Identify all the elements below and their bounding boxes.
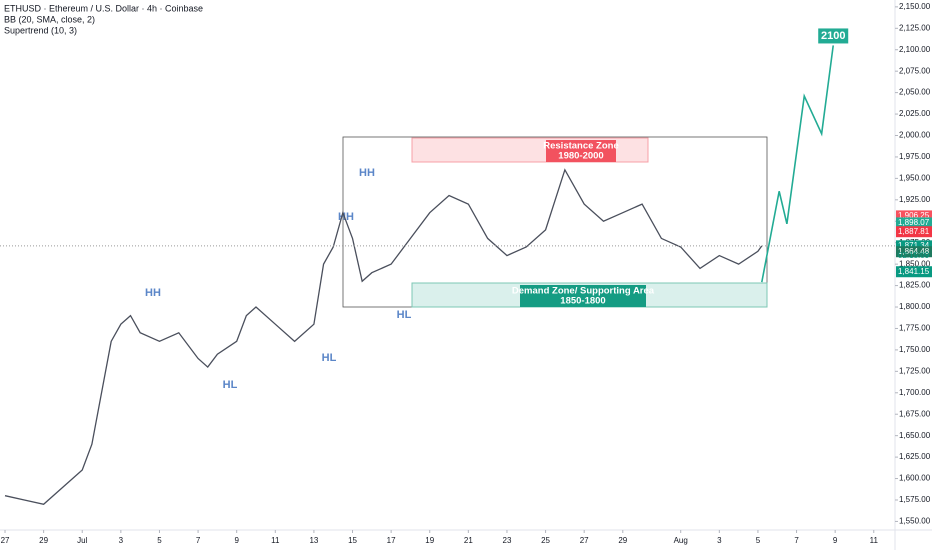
y-tick-label: 1,625.00 <box>899 452 931 461</box>
countdown: 02:15:09 <box>898 251 930 260</box>
price-label: 1,906.25 <box>898 211 930 220</box>
x-tick-label: 5 <box>157 536 162 545</box>
demand-range: 1850-1800 <box>560 296 605 307</box>
y-tick-label: 1,600.00 <box>899 474 931 483</box>
chart-title: ETHUSD · Ethereum / U.S. Dollar · 4h · C… <box>4 3 203 13</box>
y-tick-label: 2,050.00 <box>899 88 931 97</box>
y-tick-label: 1,575.00 <box>899 495 931 504</box>
x-tick-label: 7 <box>794 536 799 545</box>
y-tick-label: 1,550.00 <box>899 517 931 526</box>
annotation: HH <box>359 167 375 179</box>
price-label-box <box>896 217 932 229</box>
y-tick-label: 1,825.00 <box>899 281 931 290</box>
price-label: 1,898.07 <box>898 218 930 227</box>
price-line <box>4 168 763 505</box>
y-tick-label: 2,075.00 <box>899 66 931 75</box>
y-tick-label: 1,675.00 <box>899 409 931 418</box>
projection-line <box>761 45 835 283</box>
y-tick-label: 2,125.00 <box>899 23 931 32</box>
price-label: 1,841.15 <box>898 267 930 276</box>
price-label-box <box>896 240 932 252</box>
projection-label-box <box>818 28 849 44</box>
x-tick-label: 9 <box>833 536 838 545</box>
x-tick-label: 17 <box>387 536 396 545</box>
x-tick-label: Aug <box>674 536 688 545</box>
y-tick-label: 1,975.00 <box>899 152 931 161</box>
x-tick-label: 7 <box>196 536 201 545</box>
x-tick-label: 25 <box>541 536 550 545</box>
resistance-title: Resistance Zone <box>543 141 619 152</box>
y-tick-label: 1,700.00 <box>899 388 931 397</box>
x-tick-label: Jul <box>77 536 87 545</box>
y-tick-label: 1,725.00 <box>899 366 931 375</box>
x-tick-label: 9 <box>234 536 239 545</box>
annotation: HH <box>145 287 161 299</box>
x-tick-label: 3 <box>717 536 722 545</box>
x-tick-label: 19 <box>425 536 434 545</box>
y-tick-label: 2,025.00 <box>899 109 931 118</box>
y-tick-label: 1,950.00 <box>899 173 931 182</box>
x-tick-label: 11 <box>271 536 280 545</box>
x-tick-label: 23 <box>503 536 512 545</box>
demand-label-box <box>520 285 646 307</box>
indicator: BB (20, SMA, close, 2) <box>4 14 95 24</box>
y-tick-label: 1,750.00 <box>899 345 931 354</box>
annotation: HL <box>397 309 412 321</box>
indicator: Supertrend (10, 3) <box>4 25 77 35</box>
y-tick-label: 2,150.00 <box>899 2 931 11</box>
y-tick-label: 2,100.00 <box>899 45 931 54</box>
x-tick-label: 13 <box>309 536 318 545</box>
x-tick-label: 3 <box>119 536 124 545</box>
zones <box>342 136 768 308</box>
x-tick-label: 21 <box>464 536 473 545</box>
annotation: HL <box>223 379 238 391</box>
price-label: 1,871.34 <box>898 241 930 250</box>
annotation: HL <box>322 352 337 364</box>
resistance-label-box <box>546 140 616 162</box>
price-label: 1,887.81 <box>898 227 930 236</box>
y-tick-label: 1,850.00 <box>899 259 931 268</box>
price-label-box <box>896 246 932 258</box>
x-tick-label: 27 <box>580 536 589 545</box>
x-tick-label: 11 <box>870 536 879 545</box>
price-label-box <box>896 266 932 278</box>
y-tick-label: 1,925.00 <box>899 195 931 204</box>
y-tick-label: 2,000.00 <box>899 131 931 140</box>
projection-label: 2100 <box>821 30 845 42</box>
y-tick-label: 1,800.00 <box>899 302 931 311</box>
price-label: 1,864.48 <box>898 247 930 256</box>
x-tick-label: 29 <box>39 536 48 545</box>
y-tick-label: 1,650.00 <box>899 431 931 440</box>
price-label-box <box>896 226 932 238</box>
price-label-box <box>896 210 932 222</box>
x-tick-label: 15 <box>348 536 357 545</box>
resistance-range: 1980-2000 <box>558 151 603 162</box>
x-tick-label: 29 <box>618 536 627 545</box>
y-tick-label: 1,775.00 <box>899 324 931 333</box>
x-tick-label: 27 <box>1 536 10 545</box>
x-tick-label: 5 <box>756 536 761 545</box>
demand-title: Demand Zone/ Supporting Area <box>512 286 655 297</box>
